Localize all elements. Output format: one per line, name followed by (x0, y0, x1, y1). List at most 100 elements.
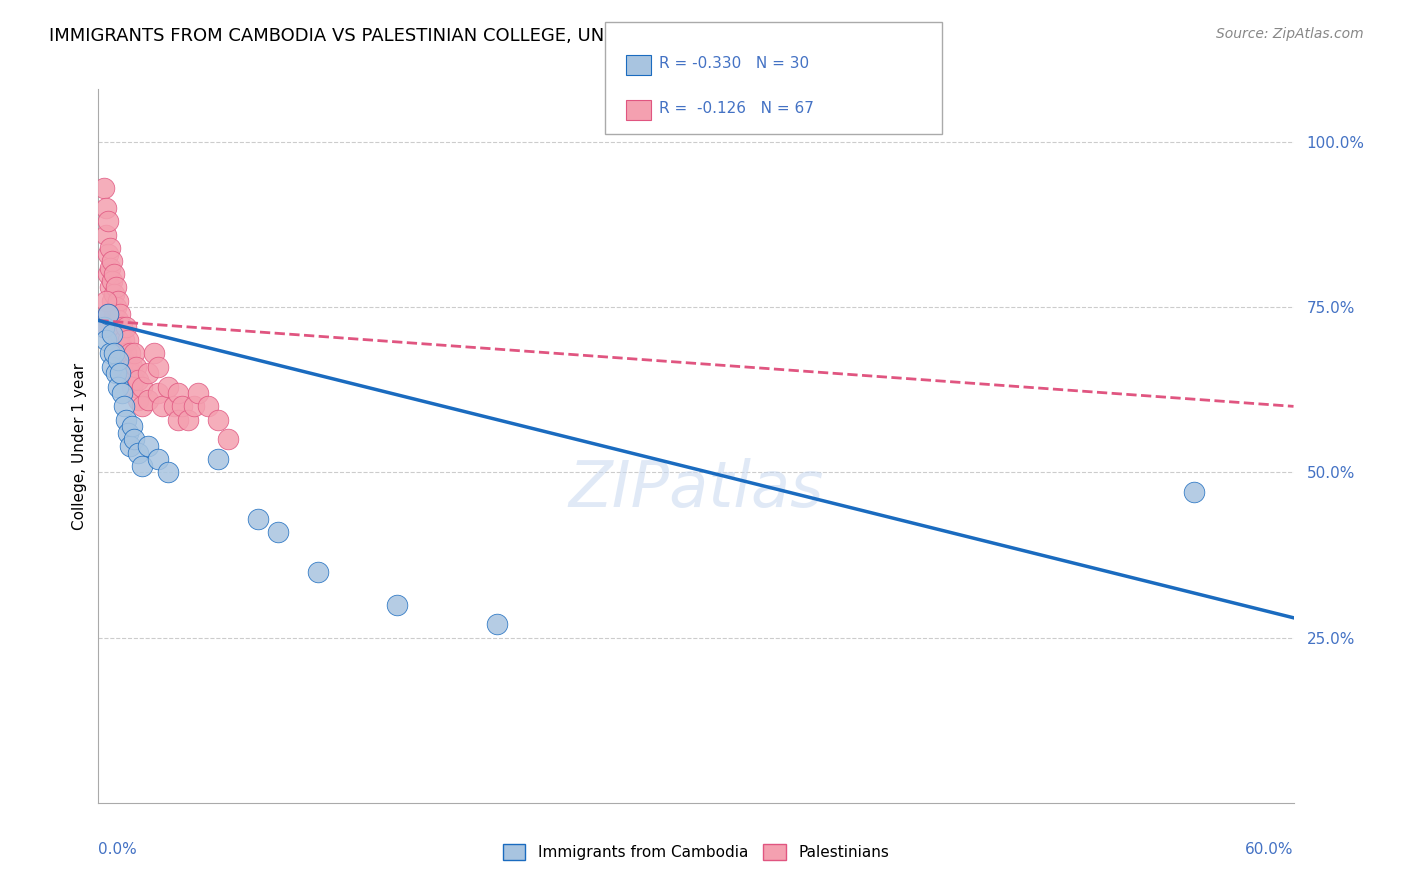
Point (148, 386, 170, 401)
Text: 60.0%: 60.0% (1246, 842, 1294, 856)
Point (97, 307, 120, 321)
Point (120, 346, 142, 360)
Point (93, 181, 115, 195)
Point (98, 260, 122, 275)
Point (112, 353, 135, 368)
Point (96, 333, 118, 347)
Point (97, 247, 120, 261)
Point (111, 359, 134, 374)
Point (124, 433, 146, 447)
Point (105, 320, 128, 334)
Point (110, 367, 132, 381)
Point (115, 320, 138, 334)
Text: Source: ZipAtlas.com: Source: ZipAtlas.com (1216, 27, 1364, 41)
Point (117, 359, 139, 374)
Y-axis label: College, Under 1 year: College, Under 1 year (72, 362, 87, 530)
Point (163, 400, 186, 414)
Point (98, 346, 122, 360)
Point (97, 214, 120, 228)
Point (124, 346, 146, 360)
Point (127, 445, 149, 459)
Point (96, 293, 118, 308)
Point (187, 386, 209, 401)
Point (97, 307, 120, 321)
Point (197, 400, 219, 414)
Point (125, 359, 148, 374)
Point (101, 254, 124, 268)
Point (103, 346, 125, 360)
Point (105, 367, 128, 381)
Point (127, 373, 149, 387)
Point (111, 386, 134, 401)
Text: 0.0%: 0.0% (98, 842, 138, 856)
Point (121, 379, 143, 393)
Point (105, 300, 128, 314)
Point (115, 346, 138, 360)
Point (150, 400, 173, 414)
Point (111, 340, 134, 354)
Point (110, 326, 132, 341)
Point (110, 307, 132, 321)
Point (148, 359, 170, 374)
Point (131, 400, 153, 414)
Point (117, 333, 139, 347)
Point (103, 307, 125, 321)
Point (96, 227, 118, 242)
Text: IMMIGRANTS FROM CAMBODIA VS PALESTINIAN COLLEGE, UNDER 1 YEAR CORRELATION CHART: IMMIGRANTS FROM CAMBODIA VS PALESTINIAN … (49, 27, 912, 45)
Point (121, 359, 143, 374)
Point (131, 379, 153, 393)
Point (136, 367, 159, 381)
Point (101, 293, 124, 308)
Point (105, 280, 128, 294)
Point (207, 412, 229, 426)
Point (121, 419, 143, 434)
Point (103, 267, 125, 281)
Point (103, 287, 125, 301)
Point (157, 466, 180, 480)
Point (207, 452, 229, 467)
Point (267, 524, 290, 539)
Point (136, 392, 159, 407)
Point (93, 320, 115, 334)
Point (107, 313, 129, 327)
Point (307, 565, 329, 579)
Text: ZIPatlas: ZIPatlas (568, 458, 824, 520)
Point (120, 439, 142, 453)
Point (131, 458, 153, 473)
Point (148, 452, 170, 467)
Point (172, 400, 194, 414)
Point (217, 433, 239, 447)
Point (107, 293, 129, 308)
Point (246, 511, 269, 525)
Point (143, 346, 166, 360)
Point (124, 373, 146, 387)
Point (167, 412, 190, 426)
Point (97, 267, 120, 281)
Point (107, 353, 129, 368)
Point (101, 326, 124, 341)
Point (120, 367, 142, 381)
Point (107, 379, 129, 393)
Point (485, 617, 508, 632)
Point (112, 333, 135, 347)
Text: R =  -0.126   N = 67: R = -0.126 N = 67 (659, 101, 814, 116)
Point (101, 274, 124, 288)
Point (98, 280, 122, 294)
Legend: Immigrants from Cambodia, Palestinians: Immigrants from Cambodia, Palestinians (496, 838, 896, 866)
Point (110, 346, 132, 360)
Point (112, 400, 135, 414)
Point (117, 425, 139, 440)
Point (183, 400, 205, 414)
Point (115, 412, 138, 426)
Point (101, 359, 124, 374)
Text: R = -0.330   N = 30: R = -0.330 N = 30 (659, 55, 810, 70)
Point (177, 412, 200, 426)
Point (107, 333, 129, 347)
Point (136, 439, 159, 453)
Point (167, 386, 190, 401)
Point (111, 320, 134, 334)
Point (1182, 485, 1205, 500)
Point (127, 392, 149, 407)
Point (157, 379, 180, 393)
Point (96, 201, 118, 215)
